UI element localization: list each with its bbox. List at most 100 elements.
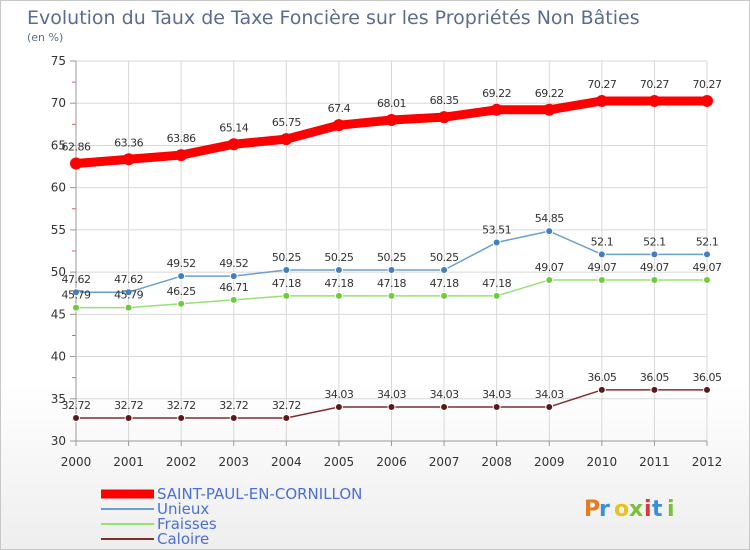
data-point: [175, 149, 188, 162]
data-label: 67.4: [328, 102, 351, 115]
y-tick-label: 40: [51, 350, 66, 364]
data-label: 46.25: [167, 285, 196, 298]
data-point: [72, 303, 80, 312]
logo-letter: i: [667, 497, 675, 522]
x-tick-label: 2012: [692, 455, 723, 469]
data-point: [124, 414, 133, 423]
data-point: [703, 250, 711, 259]
data-point: [492, 402, 501, 411]
data-label: 50.25: [272, 251, 301, 264]
data-point: [332, 119, 345, 132]
data-label: 68.35: [430, 94, 459, 107]
data-label: 47.18: [377, 277, 406, 290]
data-label: 70.27: [640, 78, 669, 91]
data-point: [229, 272, 238, 281]
logo-letter: r: [599, 497, 610, 522]
data-point: [177, 414, 186, 423]
data-label: 47.62: [62, 273, 91, 286]
data-label: 47.18: [430, 277, 459, 290]
data-point: [282, 266, 291, 274]
y-tick-label: 65: [51, 138, 66, 152]
data-label: 49.07: [693, 261, 722, 274]
data-label: 49.52: [219, 257, 248, 270]
data-point: [545, 275, 554, 284]
data-point: [440, 266, 449, 274]
data-label: 45.79: [114, 289, 143, 302]
data-point: [124, 303, 133, 312]
data-point: [387, 291, 396, 300]
data-label: 47.18: [324, 277, 353, 290]
data-point: [282, 291, 291, 300]
y-tick-label: 55: [51, 223, 66, 237]
series-2: [72, 275, 711, 312]
data-label: 50.25: [377, 251, 406, 264]
y-tick-label: 50: [51, 265, 66, 279]
x-tick-label: 2007: [429, 455, 460, 469]
chart-subtitle: (en %): [27, 31, 63, 44]
data-point: [440, 402, 449, 411]
series-1: [72, 227, 711, 297]
data-label: 50.25: [430, 251, 459, 264]
data-label: 70.27: [587, 78, 616, 91]
data-label: 49.52: [167, 257, 196, 270]
data-point: [227, 138, 240, 151]
data-point: [438, 111, 451, 124]
data-point: [701, 94, 713, 107]
logo-letter: t: [652, 497, 663, 522]
y-tick-label: 70: [51, 96, 66, 110]
data-label: 47.62: [114, 273, 143, 286]
data-label: 32.72: [62, 399, 91, 412]
data-point: [492, 291, 501, 300]
data-point: [543, 103, 556, 116]
data-point: [490, 103, 503, 116]
data-label: 68.01: [377, 97, 406, 110]
legend-label: Unieux: [157, 500, 209, 518]
data-point: [177, 299, 186, 308]
data-label: 69.22: [482, 87, 511, 100]
data-point: [387, 266, 396, 274]
data-point: [334, 402, 343, 411]
legend-label: SAINT-PAUL-EN-CORNILLON: [157, 485, 362, 503]
logo-letter: o: [614, 497, 629, 522]
data-point: [122, 153, 135, 166]
data-point: [703, 385, 711, 394]
data-label: 63.36: [114, 136, 143, 149]
data-point: [124, 288, 133, 297]
series-3: [72, 385, 711, 423]
data-label: 36.05: [640, 371, 669, 384]
proxiti-logo: Pr o x i t i: [584, 497, 675, 522]
data-point: [650, 250, 659, 259]
data-point: [72, 288, 80, 297]
data-point: [545, 227, 554, 236]
data-label: 49.07: [535, 261, 564, 274]
data-label: 65.75: [272, 116, 301, 129]
logo-letter: x: [629, 497, 643, 522]
legend-label: Caloire: [157, 530, 209, 548]
data-point: [595, 94, 608, 107]
data-label: 32.72: [219, 399, 248, 412]
data-label: 69.22: [535, 87, 564, 100]
x-tick-label: 2003: [218, 455, 249, 469]
data-label: 47.18: [272, 277, 301, 290]
x-tick-label: 2010: [587, 455, 618, 469]
data-point: [387, 402, 396, 411]
data-label: 45.79: [62, 289, 91, 302]
data-labels: 62.86 63.36 63.86 65.14 65.75 67.4 68.01 68.35 6…: [62, 78, 723, 412]
data-label: 34.03: [324, 388, 353, 401]
y-tick-label: 75: [51, 54, 66, 68]
data-label: 53.51: [482, 223, 511, 236]
data-point: [334, 266, 343, 274]
data-point: [597, 275, 606, 284]
chart-title: Evolution du Taux de Taxe Foncière sur l…: [27, 7, 640, 29]
data-point: [334, 291, 343, 300]
data-label: 49.07: [587, 261, 616, 274]
data-point: [648, 94, 661, 107]
data-label: 36.05: [693, 371, 722, 384]
data-point: [229, 295, 238, 304]
data-label: 34.03: [430, 388, 459, 401]
logo-letter: i: [644, 497, 652, 522]
data-label: 50.25: [324, 251, 353, 264]
data-label: 34.03: [377, 388, 406, 401]
data-label: 36.05: [587, 371, 616, 384]
